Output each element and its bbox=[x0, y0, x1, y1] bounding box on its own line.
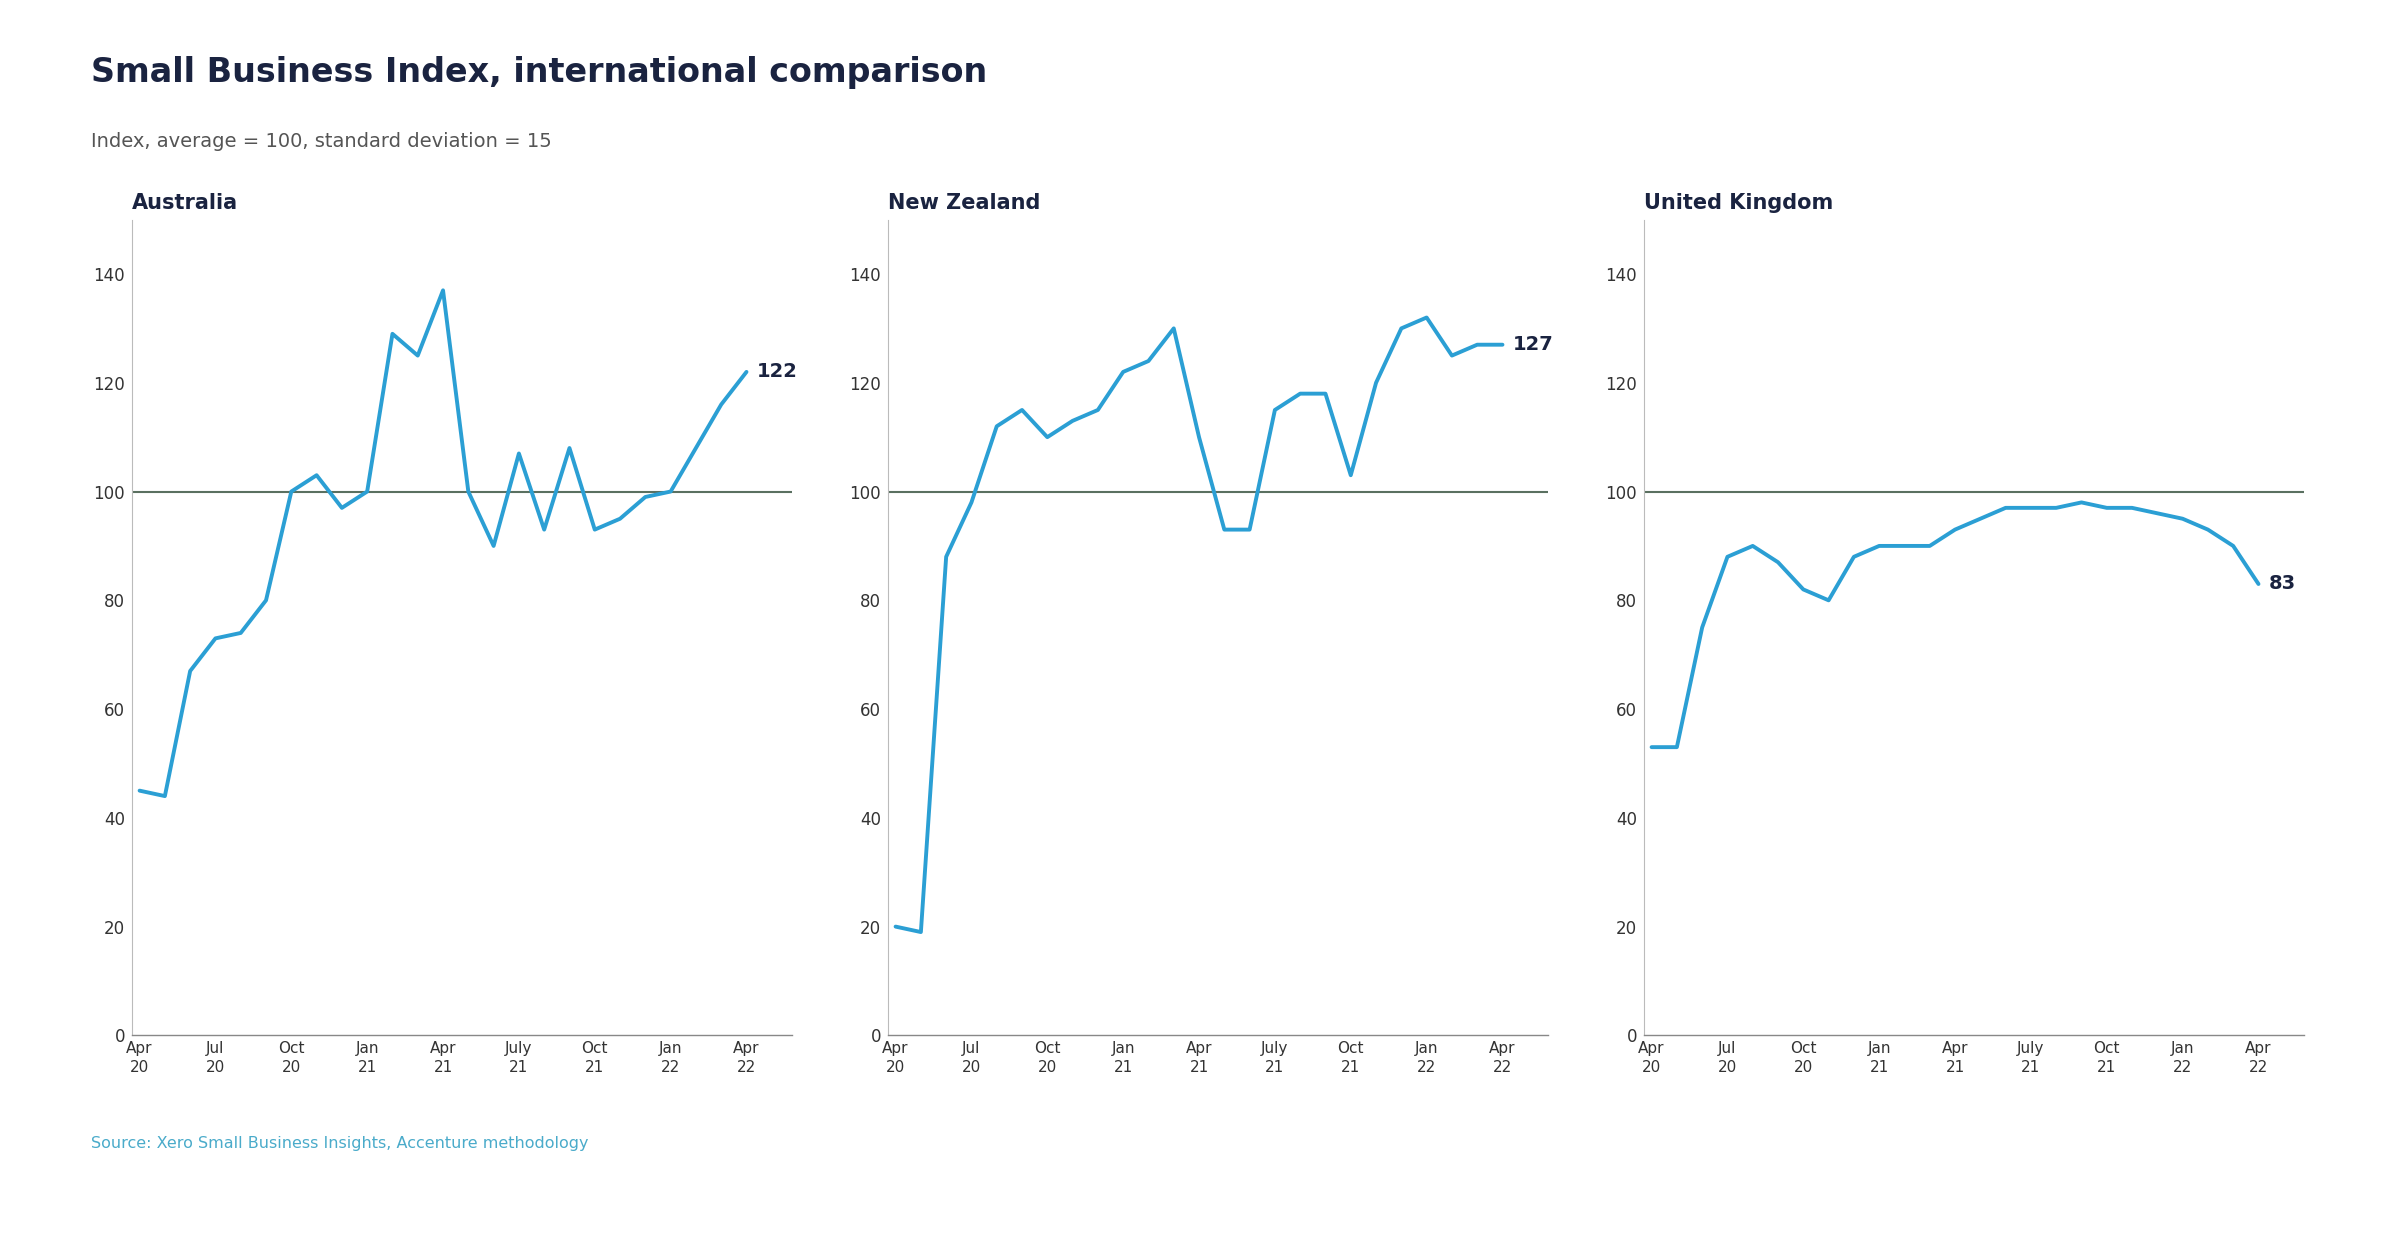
Text: 83: 83 bbox=[2268, 575, 2297, 594]
Text: Source: Xero Small Business Insights, Accenture methodology: Source: Xero Small Business Insights, Ac… bbox=[91, 1136, 588, 1151]
Text: United Kingdom: United Kingdom bbox=[1644, 192, 1834, 212]
Text: Australia: Australia bbox=[132, 192, 238, 212]
Text: New Zealand: New Zealand bbox=[888, 192, 1039, 212]
Text: Small Business Index, international comparison: Small Business Index, international comp… bbox=[91, 56, 986, 89]
Text: Index, average = 100, standard deviation = 15: Index, average = 100, standard deviation… bbox=[91, 132, 552, 151]
Text: 122: 122 bbox=[756, 363, 797, 382]
Text: 127: 127 bbox=[1512, 335, 1553, 354]
